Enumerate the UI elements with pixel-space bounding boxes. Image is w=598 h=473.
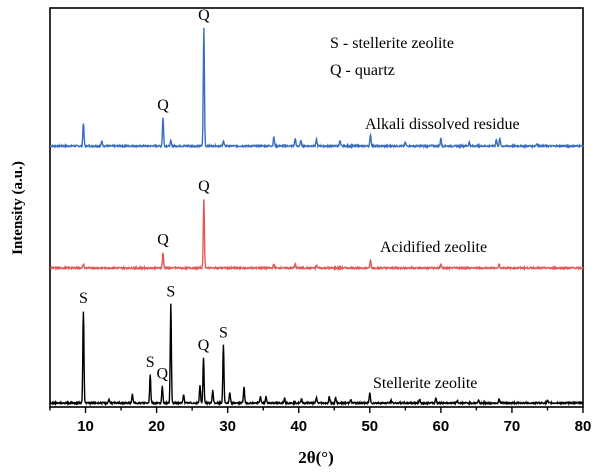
x-tick-label: 20 (148, 418, 165, 435)
x-tick-label: 80 (575, 418, 592, 435)
series-labels: Alkali dissolved residue Acidified zeolit… (365, 116, 520, 392)
x-tick-label: 30 (219, 418, 236, 435)
peak-label-q: Q (157, 365, 169, 382)
series-label-stellerite-zeolite: Stellerite zeolite (373, 375, 477, 392)
series-line-alkali-dissolved-residue (49, 27, 584, 150)
series-line-acidified-zeolite (49, 199, 584, 272)
series-layer (49, 27, 584, 407)
x-tick-label: 40 (290, 418, 307, 435)
x-tick-label: 50 (361, 418, 378, 435)
peak-label-q: Q (198, 7, 210, 24)
legend: S - stellerite zeolite Q - quartz (330, 35, 454, 79)
y-axis-label: Intensity (a.u.) (10, 161, 26, 255)
peak-label-s: S (146, 354, 155, 371)
x-axis-ticks: 10 20 30 40 50 60 70 80 (49, 407, 592, 435)
series-line-stellerite-zeolite (49, 303, 584, 407)
legend-entry-stellerite: S - stellerite zeolite (330, 35, 454, 52)
legend-entry-quartz: Q - quartz (330, 62, 395, 79)
x-tick-label: 60 (433, 418, 450, 435)
peak-label-s: S (166, 283, 175, 300)
series-label-alkali-dissolved-residue: Alkali dissolved residue (365, 116, 520, 133)
peak-label-q: Q (157, 232, 169, 249)
x-axis-label: 2θ(°) (298, 448, 334, 467)
peak-label-s: S (219, 324, 228, 341)
plot-frame (49, 7, 584, 408)
x-tick-label: 10 (77, 418, 94, 435)
x-tick-label: 70 (504, 418, 521, 435)
series-label-acidified-zeolite: Acidified zeolite (380, 239, 487, 256)
peak-label-q: Q (157, 97, 169, 114)
peak-label-s: S (79, 290, 88, 307)
peak-label-q: Q (198, 337, 210, 354)
peak-label-q: Q (198, 178, 210, 195)
